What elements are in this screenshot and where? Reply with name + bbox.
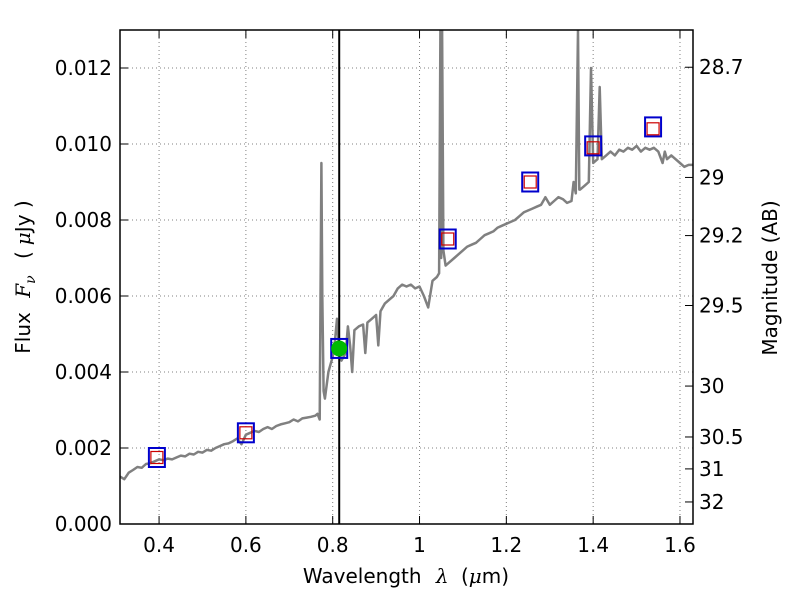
magnitude-tick-label: 30.5 — [699, 425, 744, 449]
magnitude-tick-label: 29 — [699, 165, 724, 189]
observed-flux-marker — [147, 447, 166, 468]
observed-flux-marker — [521, 171, 540, 193]
magnitude-tick-label: 28.7 — [699, 55, 744, 79]
x-tick-label: 1 — [413, 533, 426, 557]
x-axis-unit-open: ( — [461, 564, 469, 588]
y-axis-unit-mu: μ — [11, 232, 35, 245]
x-axis-unit-mu: μ — [469, 564, 482, 588]
magnitude-tick-label: 31 — [699, 457, 724, 481]
model-flux-marker — [239, 426, 253, 440]
x-axis-ticks: 0.4 0.6 0.8 1 1.2 1.4 1.6 — [143, 30, 696, 557]
y-tick-label: 0.006 — [55, 284, 112, 308]
x-axis-title: Wavelength λ (μm) — [303, 564, 509, 588]
x-tick-label: 0.6 — [230, 533, 262, 557]
y-axis-unit-open: ( — [11, 251, 35, 259]
photometry-points — [147, 116, 663, 468]
y-tick-label: 0.012 — [55, 56, 112, 80]
y-tick-label: 0.010 — [55, 132, 112, 156]
y-tick-label: 0.004 — [55, 360, 112, 384]
y-axis-title-text: Flux — [11, 312, 35, 354]
y-axis-unit-rest: Jy ) — [11, 200, 35, 234]
model-flux-marker — [441, 232, 455, 246]
y-axis-symbol: F — [11, 283, 35, 299]
y-axis-subscript: ν — [23, 275, 39, 284]
x-tick-label: 0.4 — [143, 533, 175, 557]
x-tick-label: 0.8 — [317, 533, 349, 557]
y-tick-label: 0.000 — [55, 512, 112, 536]
model-flux-marker — [586, 141, 600, 155]
magnitude-tick-label: 30 — [699, 374, 724, 398]
plot-frame — [119, 29, 694, 525]
magnitude-tick-label: 29.5 — [699, 294, 744, 318]
observed-flux-marker — [236, 422, 255, 444]
x-tick-label: 1.4 — [577, 533, 609, 557]
model-flux-marker — [523, 175, 537, 189]
fitted-flux-marker — [331, 340, 348, 357]
observed-flux-marker — [584, 135, 603, 157]
magnitude-tick-label: 32 — [699, 490, 724, 514]
magnitude-tick-label: 29.2 — [699, 224, 744, 248]
y-axis-title: Flux Fν ( μJy ) — [11, 200, 40, 353]
x-axis-symbol: λ — [435, 564, 449, 588]
observed-flux-marker — [644, 116, 663, 138]
magnitude-axis-title: Magnitude (AB) — [758, 200, 782, 355]
y-tick-label: 0.002 — [55, 436, 112, 460]
spectrum-line — [120, 30, 693, 481]
model-flux-marker — [150, 450, 164, 465]
y-axis-ticks: 0.000 0.002 0.004 0.006 0.008 0.010 0.012 — [55, 56, 128, 536]
x-axis-unit-rest: m) — [482, 564, 509, 588]
y-tick-label: 0.008 — [55, 208, 112, 232]
x-tick-label: 1.2 — [490, 533, 522, 557]
x-tick-label: 1.6 — [664, 533, 696, 557]
model-flux-marker — [646, 122, 660, 136]
observed-flux-marker — [438, 228, 457, 250]
magnitude-axis-ticks: 28.7 29 29.2 29.5 30 30.5 31 32 — [685, 55, 744, 514]
plot-area — [120, 30, 693, 524]
x-axis-title-text: Wavelength — [303, 564, 422, 588]
